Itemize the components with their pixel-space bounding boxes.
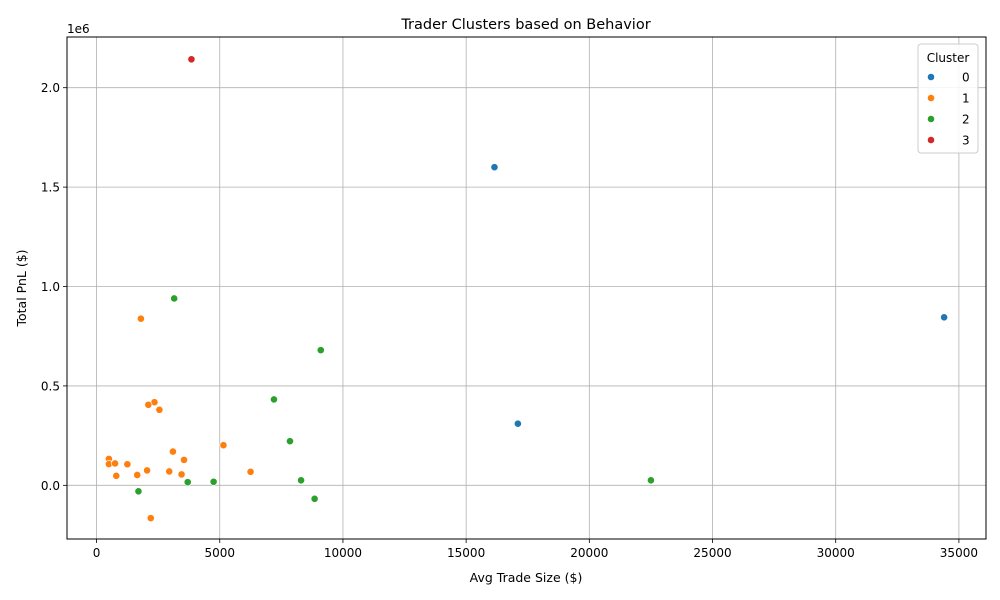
legend-marker	[927, 73, 935, 81]
data-point-cluster-1	[180, 455, 188, 464]
y-tick-label: 2.0	[41, 81, 60, 95]
data-point-cluster-2	[647, 476, 655, 485]
data-point-cluster-2	[310, 494, 319, 503]
x-tick-label: 20000	[570, 546, 608, 560]
legend-label: 1	[962, 92, 970, 106]
x-tick-label: 35000	[940, 546, 978, 560]
y-tick-label: 1.0	[41, 280, 60, 294]
data-point-cluster-1	[246, 467, 255, 476]
data-point-cluster-1	[177, 470, 186, 479]
legend-box	[917, 43, 979, 154]
x-tick-label: 30000	[817, 546, 855, 560]
data-points	[104, 55, 949, 523]
data-point-cluster-3	[187, 55, 196, 64]
data-point-cluster-1	[137, 314, 145, 323]
legend-marker	[927, 115, 935, 123]
data-point-cluster-1	[155, 405, 164, 414]
data-point-cluster-2	[316, 346, 325, 355]
data-point-cluster-0	[940, 313, 949, 322]
data-point-cluster-2	[170, 294, 179, 303]
x-axis-ticks: 0 5000 10000 15000 20000 25000 30000 35000	[93, 539, 978, 560]
data-point-cluster-2	[286, 437, 294, 446]
data-point-cluster-2	[270, 395, 278, 404]
legend-label: 3	[962, 134, 970, 148]
data-point-cluster-2	[297, 476, 305, 485]
legend: Cluster 0 1 2 3	[917, 43, 979, 154]
legend-title: Cluster	[927, 51, 970, 65]
data-point-cluster-1	[112, 471, 121, 480]
data-point-cluster-1	[146, 514, 155, 523]
data-point-cluster-2	[209, 477, 218, 486]
data-point-cluster-0	[490, 163, 499, 172]
data-point-cluster-1	[123, 460, 132, 469]
data-point-cluster-1	[143, 466, 151, 475]
data-point-cluster-1	[169, 447, 177, 456]
data-point-cluster-2	[183, 478, 192, 487]
data-point-cluster-1	[219, 441, 228, 450]
legend-items: 0 1 2 3	[927, 71, 970, 148]
plot-frame	[66, 36, 987, 540]
data-point-cluster-1	[144, 400, 153, 409]
legend-label: 2	[962, 113, 970, 127]
chart-title: Trader Clusters based on Behavior	[400, 17, 650, 33]
data-point-cluster-1	[133, 471, 142, 479]
data-point-cluster-2	[134, 487, 143, 496]
x-tick-label: 15000	[447, 546, 485, 560]
grid-lines	[67, 37, 986, 539]
y-axis-offset-label: 1e6	[67, 22, 90, 36]
data-point-cluster-1	[111, 459, 119, 468]
x-axis-label: Avg Trade Size ($)	[470, 570, 583, 585]
y-axis-label: Total PnL ($)	[14, 249, 29, 327]
legend-marker	[927, 94, 935, 102]
x-tick-label: 10000	[324, 546, 362, 560]
y-tick-label: 1.5	[41, 181, 60, 195]
x-tick-label: 5000	[204, 546, 235, 560]
x-tick-label: 25000	[693, 546, 731, 560]
data-point-cluster-1	[165, 467, 174, 476]
legend-label: 0	[962, 71, 970, 85]
y-axis-ticks: 0.0 0.5 1.0 1.5 2.0	[41, 81, 67, 493]
data-point-cluster-0	[513, 419, 522, 428]
y-tick-label: 0.0	[41, 479, 60, 493]
legend-marker	[927, 136, 935, 144]
x-tick-label: 0	[93, 546, 101, 560]
y-tick-label: 0.5	[41, 379, 60, 393]
